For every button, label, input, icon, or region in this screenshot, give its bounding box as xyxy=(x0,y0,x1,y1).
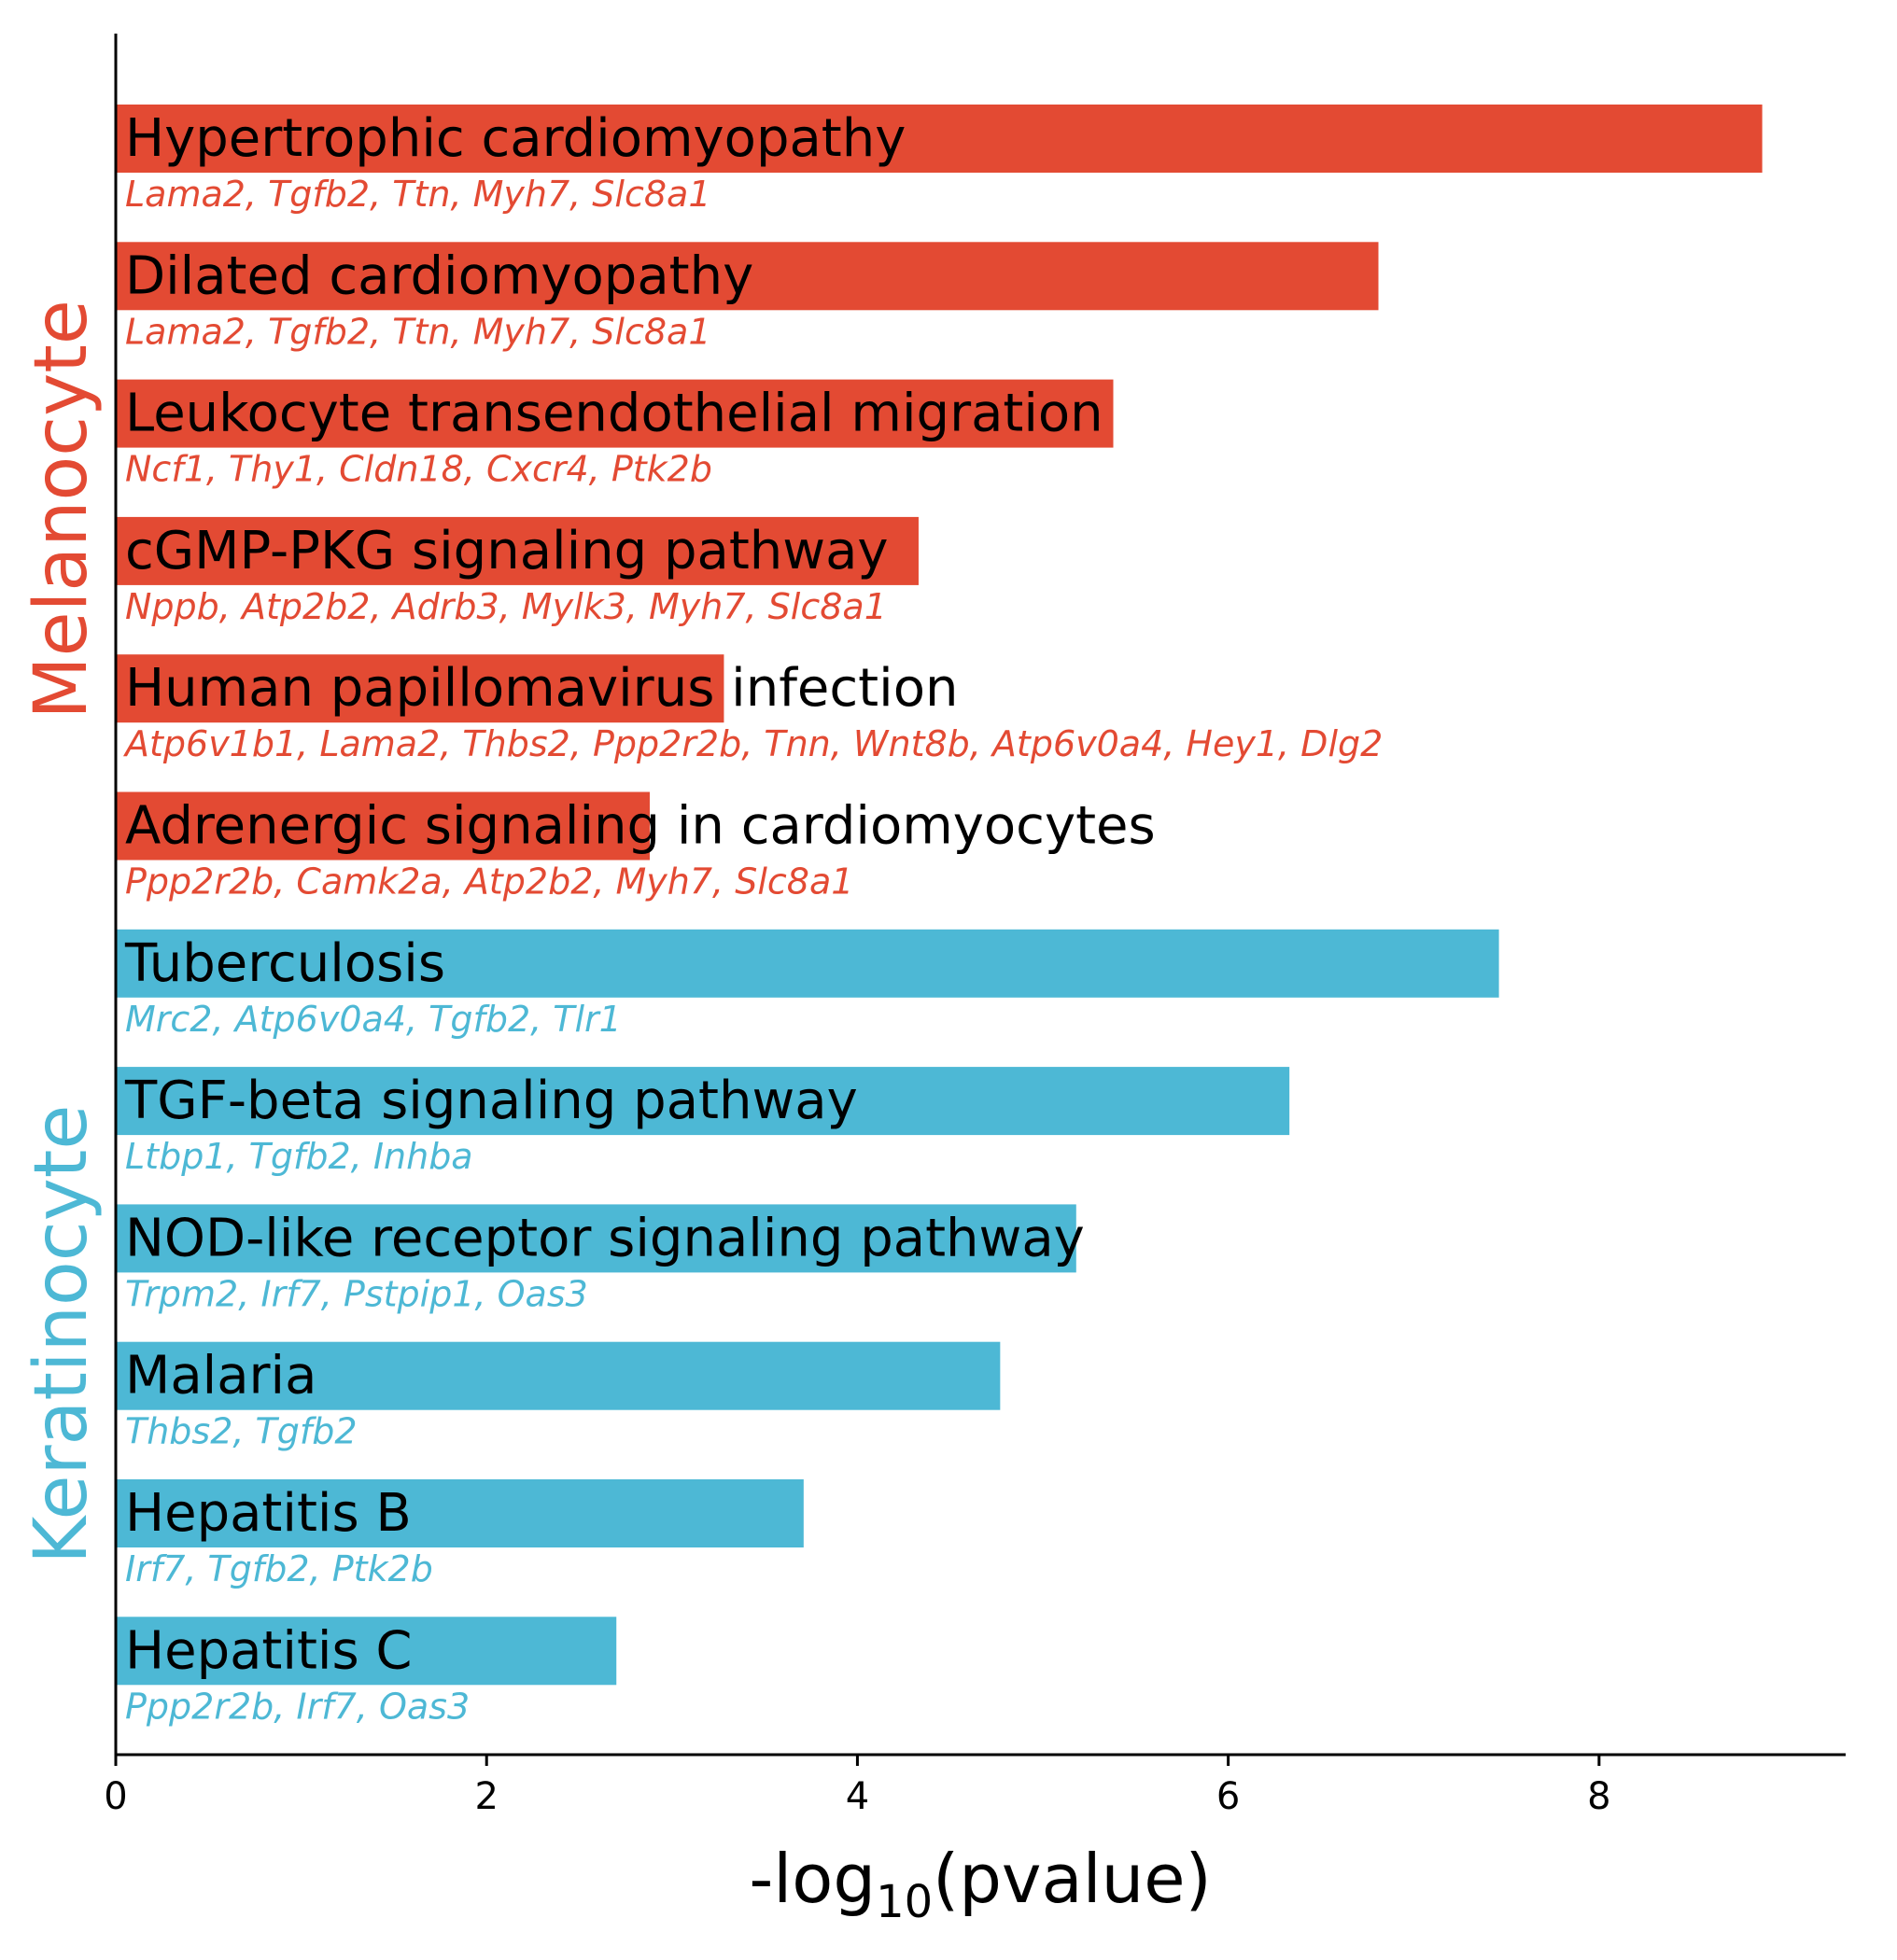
bar-keratinocyte-5 xyxy=(116,1617,617,1686)
bar-melanocyte-0 xyxy=(116,105,1763,173)
group-label-melanocyte: Melanocyte xyxy=(20,300,104,720)
bar-melanocyte-1 xyxy=(116,242,1379,311)
x-ticks: 0 2 4 6 8 xyxy=(104,1755,1611,1818)
term-label: Hepatitis B xyxy=(125,1483,412,1544)
term-label: Tuberculosis xyxy=(124,933,445,994)
x-axis-label: -log10(pvalue) xyxy=(749,1840,1211,1928)
axes-layer xyxy=(114,34,1846,1757)
x-tick-label: 0 xyxy=(104,1775,127,1818)
genes-label: Ppp2r2b, Irf7, Oas3 xyxy=(125,1686,470,1727)
term-label: Human papillomavirus infection xyxy=(125,658,958,719)
x-tick-label: 6 xyxy=(1216,1775,1240,1818)
genes-label: Ncf1, Thy1, Cldn18, Cxcr4, Ptk2b xyxy=(125,449,712,490)
term-label: TGF-beta signaling pathway xyxy=(124,1071,858,1131)
x-tick-label: 8 xyxy=(1587,1775,1610,1818)
genes-label: Atp6v1b1, Lama2, Thbs2, Ppp2r2b, Tnn, Wn… xyxy=(122,723,1383,764)
term-label: Dilated cardiomyopathy xyxy=(125,245,753,306)
genes-label: Trpm2, Irf7, Pstpip1, Oas3 xyxy=(125,1273,588,1314)
bar-keratinocyte-1 xyxy=(116,1067,1290,1136)
bar-keratinocyte-0 xyxy=(116,929,1499,998)
bar-melanocyte-2 xyxy=(116,379,1114,448)
term-label: Hepatitis C xyxy=(125,1620,413,1681)
x-tick-label: 2 xyxy=(474,1775,498,1818)
x-tick-label: 4 xyxy=(846,1775,869,1818)
term-label: Adrenergic signaling in cardiomyocytes xyxy=(125,796,1156,857)
bar-melanocyte-5 xyxy=(116,791,650,861)
bar-melanocyte-4 xyxy=(116,654,724,723)
genes-label: Nppb, Atp2b2, Adrb3, Mylk3, Myh7, Slc8a1 xyxy=(125,586,887,627)
term-label: NOD-like receptor signaling pathway xyxy=(125,1208,1085,1268)
genes-label: Irf7, Tgfb2, Ptk2b xyxy=(125,1548,433,1589)
genes-label: Mrc2, Atp6v0a4, Tgfb2, Tlr1 xyxy=(125,999,622,1040)
bar-melanocyte-3 xyxy=(116,516,919,585)
term-label: Malaria xyxy=(125,1346,316,1407)
group-labels: Melanocyte Keratinocyte xyxy=(20,300,104,1564)
genes-label: Lama2, Tgfb2, Ttn, Myh7, Slc8a1 xyxy=(125,311,711,352)
bar-keratinocyte-3 xyxy=(116,1341,1001,1410)
term-label: Hypertrophic cardiomyopathy xyxy=(125,108,906,169)
term-label: Leukocyte transendothelial migration xyxy=(125,384,1103,444)
term-label: cGMP-PKG signaling pathway xyxy=(125,521,889,581)
bars-layer xyxy=(116,105,1763,1686)
group-label-keratinocyte: Keratinocyte xyxy=(20,1105,104,1564)
genes-label: Ppp2r2b, Camk2a, Atp2b2, Myh7, Slc8a1 xyxy=(125,861,853,903)
genes-label: Lama2, Tgfb2, Ttn, Myh7, Slc8a1 xyxy=(125,174,711,215)
genes-label: Thbs2, Tgfb2 xyxy=(125,1411,358,1452)
bar-keratinocyte-2 xyxy=(116,1204,1076,1273)
genes-label: Ltbp1, Tgfb2, Inhba xyxy=(125,1136,473,1177)
labels-layer: Hypertrophic cardiomyopathy Lama2, Tgfb2,… xyxy=(122,108,1383,1727)
bar-keratinocyte-4 xyxy=(116,1479,804,1547)
